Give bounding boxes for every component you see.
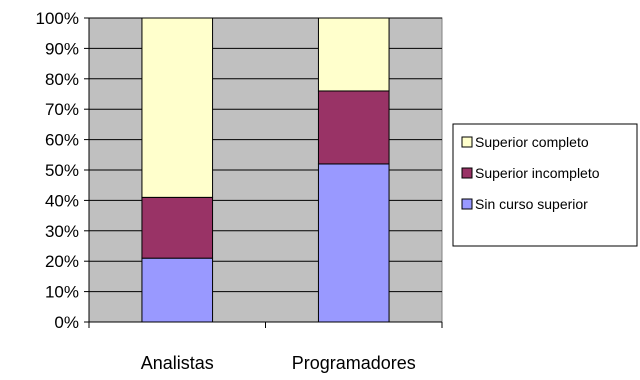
y-tick-label: 100% <box>36 9 79 28</box>
bar-segment <box>317 17 390 92</box>
legend-label: Superior incompleto <box>475 165 600 181</box>
legend-label: Superior completo <box>475 134 589 150</box>
y-tick-label: 80% <box>45 70 79 89</box>
legend-swatch <box>461 136 473 148</box>
category-labels: Analistas Programadores <box>141 353 416 373</box>
category-label: Analistas <box>141 353 214 373</box>
category-label: Programadores <box>292 353 416 373</box>
bar-segment <box>141 17 214 198</box>
y-tick-label: 10% <box>45 283 79 302</box>
legend-items: Superior completo Superior incompleto Sin … <box>461 134 600 212</box>
y-tick-labels: 0% 10% 20% 30% 40% 50% 60% 70% 80% 90% 100% <box>36 9 79 332</box>
y-tick-label: 30% <box>45 222 79 241</box>
y-tick-label: 20% <box>45 252 79 271</box>
legend: Superior completo Superior incompleto Sin … <box>452 123 638 247</box>
y-tick-label: 60% <box>45 131 79 150</box>
y-tick-label: 0% <box>54 313 79 332</box>
bar-segment <box>141 196 214 259</box>
axes <box>84 17 443 328</box>
bar-segment <box>141 257 214 323</box>
y-tick-label: 90% <box>45 39 79 58</box>
bar-segment <box>317 163 390 323</box>
bars <box>141 17 390 323</box>
legend-swatch <box>461 167 473 179</box>
legend-box <box>452 123 638 247</box>
y-tick-label: 40% <box>45 191 79 210</box>
legend-swatch <box>461 198 473 210</box>
y-tick-label: 50% <box>45 161 79 180</box>
legend-label: Sin curso superior <box>475 196 588 212</box>
bar-segment <box>317 90 390 165</box>
y-tick-label: 70% <box>45 100 79 119</box>
